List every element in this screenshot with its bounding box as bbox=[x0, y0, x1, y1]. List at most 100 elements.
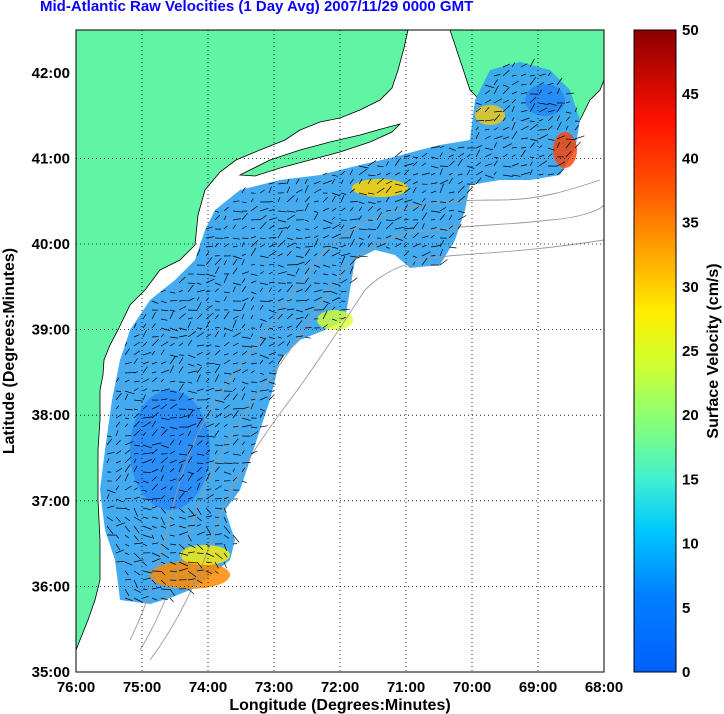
velocity-vector bbox=[196, 289, 206, 293]
velocity-vector bbox=[133, 516, 142, 522]
velocity-vector bbox=[205, 515, 213, 518]
velocity-vector bbox=[187, 297, 195, 302]
velocity-vector bbox=[412, 161, 418, 167]
velocity-vector bbox=[250, 236, 257, 239]
velocity-vector bbox=[565, 111, 572, 114]
velocity-vector bbox=[133, 559, 144, 563]
velocity-vector bbox=[322, 273, 329, 275]
velocity-vector bbox=[196, 561, 203, 569]
velocity-vector bbox=[151, 449, 158, 455]
velocity-vector bbox=[538, 160, 548, 167]
velocity-vector bbox=[475, 170, 484, 176]
velocity-vector bbox=[556, 104, 562, 113]
velocity-vector bbox=[169, 561, 177, 565]
velocity-vector bbox=[133, 542, 143, 545]
velocity-vector bbox=[160, 349, 165, 356]
velocity-vector bbox=[115, 440, 121, 446]
velocity-vector bbox=[349, 218, 360, 221]
velocity-vector bbox=[547, 116, 554, 122]
velocity-vector bbox=[133, 465, 138, 473]
velocity-vector bbox=[520, 137, 528, 140]
velocity-vector bbox=[187, 284, 194, 293]
velocity-vector bbox=[169, 327, 179, 332]
velocity-vector bbox=[232, 543, 238, 545]
velocity-vector bbox=[223, 353, 229, 356]
velocity-vector bbox=[133, 428, 142, 437]
velocity-vector bbox=[529, 76, 537, 86]
velocity-vector bbox=[502, 153, 508, 158]
velocity-vector bbox=[457, 210, 466, 214]
velocity-vector bbox=[187, 282, 196, 285]
x-tick-label: 68:00 bbox=[585, 679, 623, 696]
velocity-vector bbox=[151, 552, 161, 557]
velocity-vector bbox=[196, 543, 204, 551]
velocity-vector bbox=[241, 259, 245, 266]
velocity-vector bbox=[286, 242, 297, 248]
velocity-vector bbox=[322, 310, 328, 320]
velocity-vector bbox=[196, 313, 203, 320]
velocity-vector bbox=[124, 498, 132, 500]
velocity-vector bbox=[142, 507, 152, 511]
velocity-vector bbox=[178, 552, 189, 556]
velocity-vector bbox=[385, 246, 390, 249]
velocity-vector bbox=[250, 370, 255, 374]
velocity-vector bbox=[349, 169, 354, 176]
velocity-vector bbox=[340, 195, 345, 203]
velocity-vector bbox=[232, 387, 237, 392]
velocity-vector bbox=[169, 403, 178, 410]
velocity-vector bbox=[556, 115, 561, 122]
velocity-vector bbox=[304, 196, 311, 203]
velocity-vector bbox=[331, 297, 340, 302]
velocity-vector bbox=[241, 345, 252, 348]
velocity-vector bbox=[268, 182, 274, 185]
high-velocity-patch bbox=[553, 132, 577, 168]
velocity-vector bbox=[250, 362, 258, 365]
velocity-vector bbox=[268, 287, 272, 293]
long-island bbox=[238, 123, 402, 177]
velocity-vector bbox=[331, 306, 336, 311]
velocity-vector bbox=[142, 313, 147, 320]
velocity-vector bbox=[115, 450, 122, 455]
velocity-vector bbox=[421, 172, 430, 176]
velocity-vector bbox=[124, 372, 135, 374]
velocity-vector bbox=[133, 341, 140, 347]
velocity-vector bbox=[205, 278, 215, 284]
velocity-vector bbox=[268, 237, 277, 239]
velocity-vector bbox=[232, 210, 243, 213]
velocity-vector bbox=[232, 282, 242, 286]
velocity-vector bbox=[196, 418, 203, 428]
velocity-vector bbox=[223, 496, 229, 500]
velocity-vector bbox=[133, 597, 143, 603]
velocity-vector bbox=[115, 467, 123, 473]
y-tick-label: 40:00 bbox=[32, 236, 70, 253]
velocity-vector bbox=[277, 355, 284, 365]
velocity-vector bbox=[160, 289, 166, 293]
y-tick-label: 39:00 bbox=[32, 322, 70, 339]
velocity-vector bbox=[295, 237, 303, 240]
velocity-vector bbox=[529, 123, 538, 131]
velocity-vector bbox=[214, 366, 220, 374]
velocity-vector bbox=[565, 125, 569, 131]
velocity-vector bbox=[457, 195, 466, 203]
velocity-vector bbox=[277, 288, 282, 293]
velocity-vector bbox=[259, 287, 263, 293]
velocity-vector bbox=[160, 525, 167, 529]
velocity-vector bbox=[133, 458, 137, 464]
velocity-vector bbox=[106, 525, 114, 535]
velocity-vector bbox=[313, 226, 319, 230]
velocity-vector bbox=[394, 237, 404, 242]
velocity-vector bbox=[286, 308, 295, 311]
velocity-vector bbox=[385, 180, 393, 185]
velocity-vector bbox=[547, 82, 554, 86]
velocity-vector bbox=[115, 516, 121, 523]
velocity-vector bbox=[178, 392, 184, 401]
velocity-vector bbox=[538, 107, 548, 113]
velocity-vector bbox=[169, 434, 175, 437]
velocity-vector bbox=[412, 201, 422, 206]
velocity-vector bbox=[250, 239, 259, 248]
velocity-vector bbox=[187, 321, 192, 329]
velocity-vector bbox=[187, 551, 195, 554]
velocity-vector bbox=[286, 186, 291, 194]
velocity-vector bbox=[484, 174, 494, 179]
velocity-vector bbox=[223, 372, 232, 375]
